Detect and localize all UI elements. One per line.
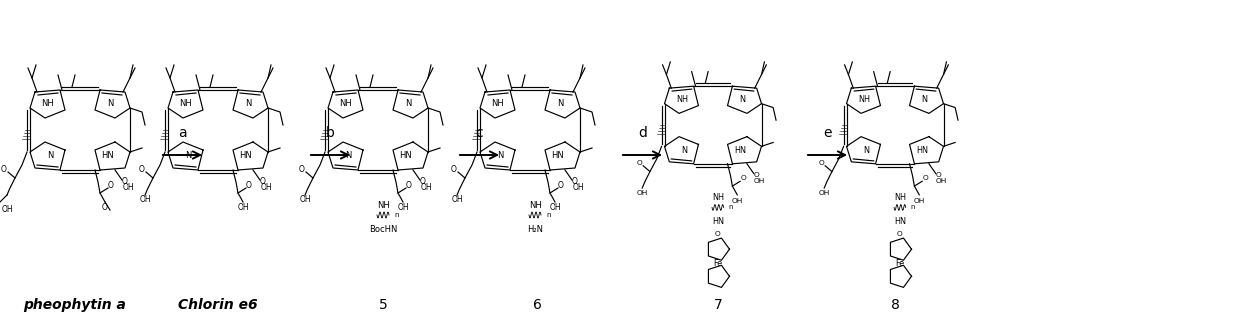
Text: OH: OH — [139, 196, 151, 204]
Text: HN: HN — [240, 152, 253, 161]
Text: HN: HN — [712, 217, 724, 226]
Text: 6: 6 — [532, 298, 541, 312]
Text: OH: OH — [300, 196, 311, 204]
Text: O: O — [754, 172, 760, 178]
Text: OH: OH — [754, 178, 765, 184]
Text: HN: HN — [102, 152, 114, 161]
Text: NH: NH — [339, 100, 353, 108]
Text: OH: OH — [420, 184, 432, 192]
Text: O: O — [260, 177, 266, 186]
Text: pheophytin a: pheophytin a — [24, 298, 126, 312]
Text: O: O — [300, 164, 305, 174]
Text: Fe: Fe — [895, 259, 905, 268]
Text: HN: HN — [734, 146, 747, 155]
Text: OH: OH — [238, 203, 249, 213]
Text: O: O — [818, 160, 825, 166]
Text: O: O — [108, 180, 114, 190]
Text: a: a — [178, 126, 187, 140]
Text: c: c — [475, 126, 483, 140]
Text: NH: NH — [676, 95, 688, 104]
Text: NH: NH — [712, 193, 724, 202]
Text: H₂N: H₂N — [527, 226, 543, 234]
Text: O: O — [1, 164, 7, 174]
Text: O: O — [420, 177, 426, 186]
Text: N: N — [921, 95, 927, 104]
Text: OH: OH — [818, 190, 829, 196]
Text: NH: NH — [858, 95, 870, 104]
Text: 5: 5 — [379, 298, 387, 312]
Text: OH: OH — [1, 205, 12, 215]
Text: NH: NH — [529, 201, 541, 209]
Text: HN: HN — [552, 152, 565, 161]
Text: N: N — [557, 100, 563, 108]
Text: N: N — [405, 100, 411, 108]
Text: O: O — [558, 180, 565, 190]
Text: O: O — [636, 160, 643, 166]
Text: O: O — [246, 180, 253, 190]
Text: O: O — [936, 172, 942, 178]
Text: N: N — [863, 146, 869, 155]
Text: O: O — [139, 164, 145, 174]
Text: n: n — [394, 212, 399, 218]
Text: NH: NH — [894, 193, 906, 202]
Text: OH: OH — [123, 184, 134, 192]
Text: 8: 8 — [890, 298, 900, 312]
Text: OH: OH — [914, 198, 925, 204]
Text: OH: OH — [936, 178, 947, 184]
Text: N: N — [47, 152, 53, 161]
Text: O: O — [572, 177, 578, 186]
Text: HN: HN — [916, 146, 928, 155]
Text: O: O — [451, 164, 457, 174]
Text: n: n — [728, 204, 733, 210]
Text: OH: OH — [550, 203, 561, 213]
Text: OH: OH — [636, 190, 647, 196]
Text: N: N — [184, 152, 191, 161]
Text: NH: NH — [42, 100, 54, 108]
Text: N: N — [681, 146, 687, 155]
Text: Fe: Fe — [713, 259, 723, 268]
Text: O: O — [716, 231, 721, 237]
Text: Chlorin e6: Chlorin e6 — [178, 298, 258, 312]
Text: O: O — [123, 177, 128, 186]
Text: N: N — [739, 95, 745, 104]
Text: d: d — [638, 126, 647, 140]
Text: N: N — [245, 100, 251, 108]
Text: N: N — [496, 152, 503, 161]
Text: 7: 7 — [713, 298, 723, 312]
Text: OH: OH — [572, 184, 584, 192]
Text: n: n — [546, 212, 551, 218]
Text: O: O — [740, 175, 747, 181]
Text: O: O — [102, 203, 108, 213]
Text: e: e — [823, 126, 832, 140]
Text: OH: OH — [397, 203, 409, 213]
Text: n: n — [910, 204, 915, 210]
Text: OH: OH — [732, 198, 743, 204]
Text: O: O — [898, 231, 903, 237]
Text: OH: OH — [260, 184, 272, 192]
Text: NH: NH — [376, 201, 390, 209]
Text: N: N — [345, 152, 352, 161]
Text: O: O — [406, 180, 412, 190]
Text: BocHN: BocHN — [369, 226, 397, 234]
Text: HN: HN — [894, 217, 906, 226]
Text: N: N — [106, 100, 113, 108]
Text: NH: NH — [491, 100, 504, 108]
Text: O: O — [922, 175, 928, 181]
Text: OH: OH — [451, 196, 463, 204]
Text: HN: HN — [400, 152, 412, 161]
Text: b: b — [326, 126, 335, 140]
Text: NH: NH — [180, 100, 192, 108]
